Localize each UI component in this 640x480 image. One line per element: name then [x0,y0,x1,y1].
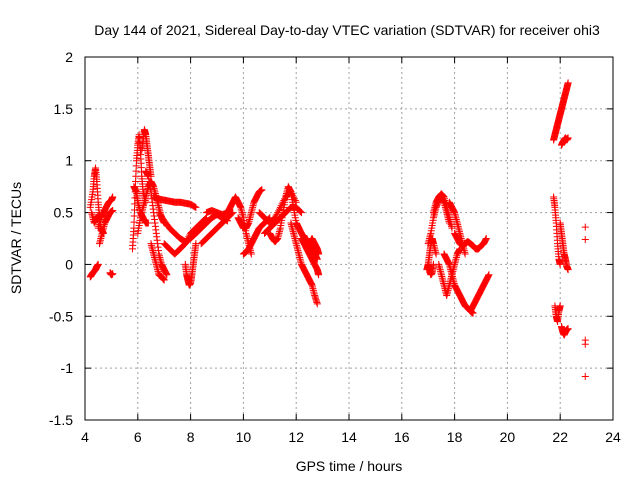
series-arc-g4 [556,219,572,274]
data-point [94,260,102,268]
series-arc-h1 [581,223,589,380]
data-point [144,219,152,227]
y-axis-label: SDTVAR / TECUs [8,182,24,294]
data-point [564,79,572,87]
data-point-fill [275,207,283,215]
data-point [564,266,572,274]
y-tick-label: 1 [65,153,73,169]
data-points [86,79,589,380]
x-axis-label: GPS time / hours [296,458,403,474]
y-tick-label: -0.5 [49,308,73,324]
data-point [581,340,589,348]
data-point [485,271,493,279]
series-arc-f7 [451,229,490,253]
x-tick-label: 18 [447,429,463,445]
data-point [564,325,572,333]
x-tick-label: 10 [236,429,252,445]
series-arc-g5 [551,302,564,325]
y-tick-label: -1 [61,360,74,376]
data-point [192,203,200,211]
data-point [581,223,589,231]
data-point [109,206,117,214]
series-arc-f8 [466,271,493,315]
series-arc-b7 [150,193,200,211]
x-tick-label: 22 [552,429,568,445]
series-arc-f3 [429,190,456,232]
x-tick-label: 4 [81,429,89,445]
data-point [581,372,589,380]
data-point-fill [190,202,198,210]
series-arc-b6 [147,240,168,284]
data-point [429,260,437,268]
data-point [258,186,266,194]
data-point-fill [182,238,190,246]
data-point [297,209,305,217]
data-point [461,250,469,258]
series-arc-g2 [558,134,572,149]
y-tick-label: 1.5 [54,101,74,117]
series-arc-a3 [86,260,102,281]
plot-frame [84,56,614,421]
x-tick-label: 16 [394,429,410,445]
data-point [556,302,564,310]
series-arc-f9 [424,260,437,279]
x-tick-label: 8 [187,429,195,445]
data-point [556,260,564,268]
series-arc-b2 [138,126,155,180]
data-point [482,235,490,242]
x-tick-label: 6 [134,429,142,445]
data-point-fill [131,206,138,214]
data-point [432,250,440,258]
series-arc-d2 [234,186,266,232]
data-point-fill [275,205,283,213]
data-point [564,134,572,142]
y-tick-label: 0.5 [54,205,74,221]
data-point-fill [273,210,281,218]
chart-title: Day 144 of 2021, Sidereal Day-to-day VTE… [94,22,600,38]
series-arc-c4 [202,206,232,219]
data-point-fill [228,209,236,217]
data-point [315,250,323,258]
data-point [181,240,189,248]
series-arc-a6 [106,269,117,279]
x-tick-label: 12 [288,429,304,445]
data-point-fill [130,218,138,226]
x-tick-label: 24 [605,429,621,445]
series-arc-e1 [287,219,321,308]
data-point-fill [185,233,193,241]
series-arc-g6 [558,323,572,339]
data-point-fill [130,212,138,220]
series-arc-b5 [142,167,171,279]
x-tick-label: 14 [341,429,357,445]
data-point-fill [184,235,192,242]
y-tick-label: 2 [65,49,73,65]
data-point-fill [296,207,304,215]
data-point-fill [183,236,191,244]
data-point-fill [297,208,305,216]
series-arc-a4 [94,193,117,232]
data-point [313,300,321,308]
series-arc-g3 [550,193,564,268]
data-point [160,276,168,284]
data-point [247,250,255,258]
data-point [163,271,171,279]
data-point [315,271,323,279]
data-point-fill [191,203,199,211]
data-point [109,270,117,278]
series-arc-g1 [550,79,572,144]
data-point [109,193,117,201]
series-arc-a5 [96,206,117,248]
y-tick-label: -1.5 [49,412,73,428]
series-arc-c1 [181,240,200,289]
y-tick-label: 0 [65,256,73,272]
series-arc-e4 [303,235,323,258]
data-point [448,224,456,232]
x-tick-label: 20 [500,429,516,445]
y-tick-labels: 2 1.5 1 0.5 0 -0.5 -1 -1.5 [49,49,73,428]
data-point [581,236,589,244]
x-tick-labels: 4 6 8 10 12 14 16 18 20 22 24 [81,429,621,445]
